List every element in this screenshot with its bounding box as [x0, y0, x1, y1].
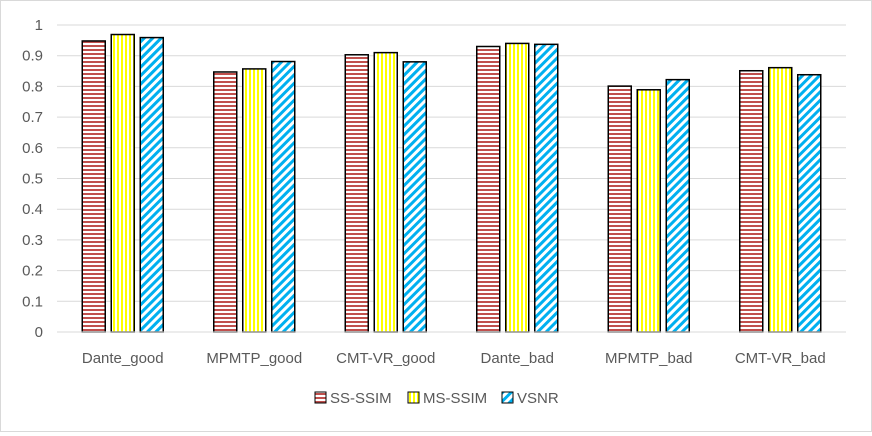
bar-vsnr-cmt-vr_good — [402, 61, 427, 333]
y-tick-label: 0.9 — [22, 48, 43, 65]
y-tick-label: 0 — [35, 324, 43, 341]
legend-swatch-ss-ssim — [314, 391, 327, 404]
bar-ss-ssim-dante_good — [81, 40, 106, 333]
y-axis-tick-labels: 0 0.1 0.2 0.3 0.4 0.5 0.6 0.7 0.8 0.9 1 — [22, 17, 43, 341]
bar-vsnr-cmt-vr_bad — [797, 73, 822, 333]
legend-label-ms-ssim: MS-SSIM — [423, 390, 487, 407]
bar-ms-ssim-dante_good — [110, 33, 135, 333]
bar-ss-ssim-mpmtp_bad — [607, 85, 632, 333]
y-tick-label: 0.2 — [22, 263, 43, 280]
y-tick-label: 0.3 — [22, 232, 43, 249]
bar-vsnr-dante_bad — [534, 43, 559, 333]
x-tick-label: MPMTP_good — [206, 350, 302, 367]
y-tick-label: 0.6 — [22, 140, 43, 157]
x-tick-label: CMT-VR_bad — [735, 350, 826, 367]
bar-ss-ssim-dante_bad — [476, 45, 501, 333]
bar-ms-ssim-mpmtp_good — [242, 68, 267, 333]
x-tick-label: Dante_bad — [481, 350, 554, 367]
bar-ss-ssim-cmt-vr_good — [344, 54, 369, 333]
bars — [81, 33, 822, 333]
x-axis-category-labels: Dante_good MPMTP_good CMT-VR_good Dante_bad… — [82, 350, 826, 367]
y-tick-label: 0.7 — [22, 109, 43, 126]
bar-ms-ssim-cmt-vr_bad — [768, 66, 793, 333]
x-tick-label: MPMTP_bad — [605, 350, 693, 367]
bar-vsnr-mpmtp_good — [271, 60, 296, 333]
x-tick-label: Dante_good — [82, 350, 164, 367]
bar-ms-ssim-dante_bad — [505, 42, 530, 333]
legend-label-vsnr: VSNR — [517, 390, 559, 407]
y-tick-label: 1 — [35, 17, 43, 34]
y-tick-label: 0.8 — [22, 78, 43, 95]
x-tick-label: CMT-VR_good — [336, 350, 435, 367]
legend-swatch-ms-ssim — [407, 391, 420, 404]
bar-vsnr-mpmtp_bad — [665, 78, 690, 333]
bar-ms-ssim-mpmtp_bad — [636, 89, 661, 333]
y-tick-label: 0.4 — [22, 201, 43, 218]
bar-ss-ssim-mpmtp_good — [213, 71, 238, 333]
legend: SS-SSIM MS-SSIM VSNR — [314, 390, 559, 407]
y-tick-label: 0.5 — [22, 171, 43, 188]
legend-label-ss-ssim: SS-SSIM — [330, 390, 392, 407]
y-tick-label: 0.1 — [22, 293, 43, 310]
bar-ss-ssim-cmt-vr_bad — [739, 69, 764, 333]
gridlines — [57, 24, 846, 302]
legend-swatch-vsnr — [501, 391, 514, 404]
bar-ms-ssim-cmt-vr_good — [373, 51, 398, 333]
bar-vsnr-dante_good — [139, 36, 164, 333]
